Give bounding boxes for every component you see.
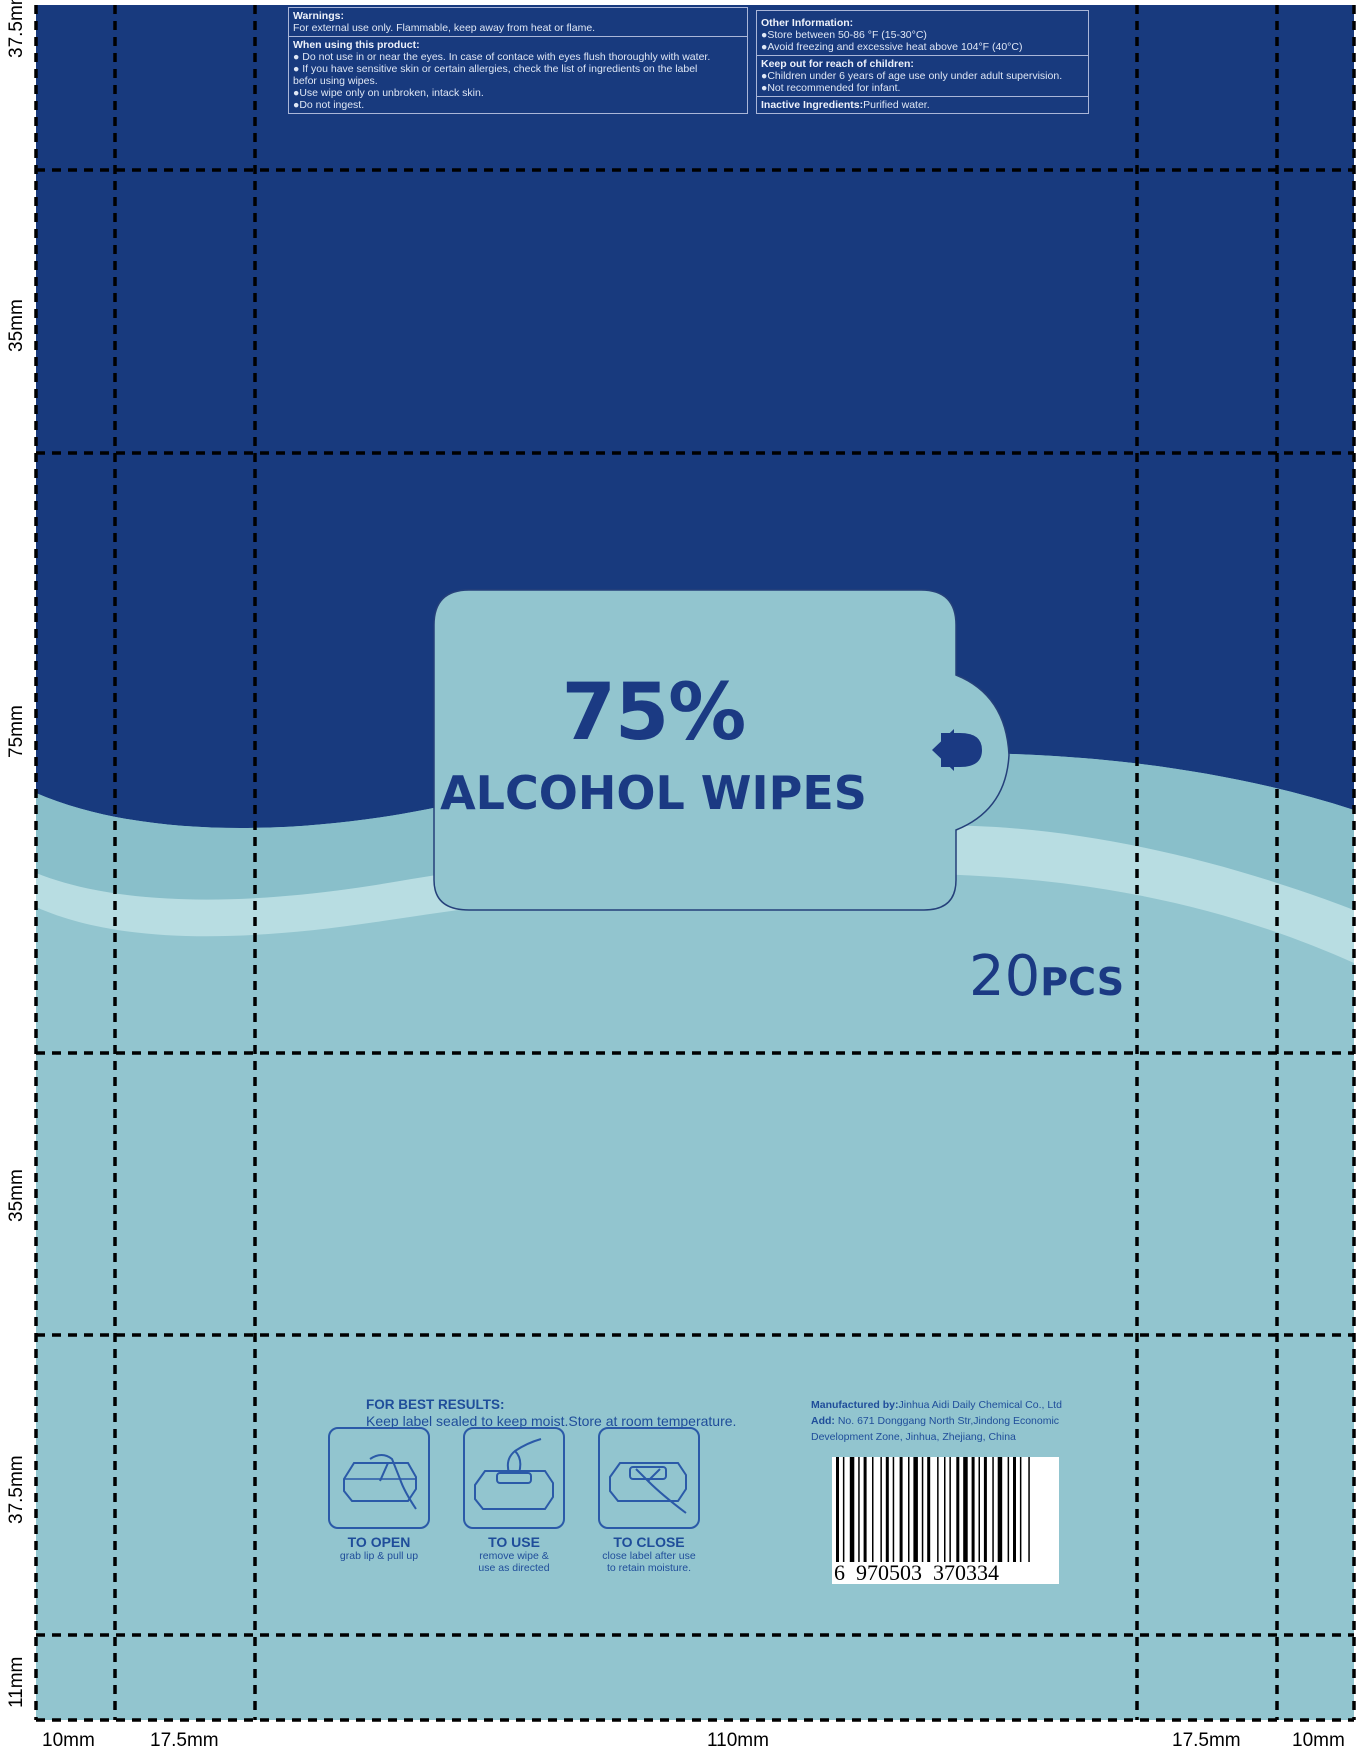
children-line: ●Not recommended for infant. — [761, 82, 901, 94]
barcode-bar — [836, 1457, 839, 1565]
manufacturer-label: Manufactured by: — [811, 1399, 899, 1411]
step-open-title: TO OPEN — [347, 1534, 411, 1550]
other-info-section: Other Information: ●Store between 50-86 … — [757, 11, 1088, 55]
step-use-title: TO USE — [488, 1534, 540, 1550]
usage-section: When using this product: ● Do not use in… — [289, 36, 747, 113]
usage-line: ●Use wipe only on unbroken, intack skin. — [293, 87, 484, 99]
barcode-bar — [921, 1457, 924, 1565]
count-number: 20 — [969, 944, 1041, 1009]
step-use-desc: remove wipe & — [479, 1550, 549, 1562]
barcode: 6 970503 370334 — [832, 1457, 1059, 1584]
warnings-heading: Warnings: — [293, 10, 344, 22]
usage-heading: When using this product: — [293, 39, 420, 51]
barcode-bar — [937, 1457, 939, 1565]
barcode-bar — [963, 1457, 968, 1565]
best-results: FOR BEST RESULTS: Keep label sealed to k… — [366, 1397, 736, 1430]
dimension-label: 10mm — [1292, 1730, 1345, 1751]
inactive-heading: Inactive Ingredients: — [761, 99, 864, 111]
barcode-digits: 6 970503 370334 — [832, 1562, 1059, 1584]
children-heading: Keep out for reach of children: — [761, 58, 914, 70]
dimension-label: 17.5mm — [1172, 1730, 1241, 1751]
barcode-bar — [949, 1457, 951, 1565]
barcode-bar — [842, 1457, 845, 1565]
children-section: Keep out for reach of children: ●Childre… — [757, 55, 1088, 96]
barcode-bar — [858, 1457, 860, 1565]
address-line: No. 671 Donggang North Str,Jindong Econo… — [834, 1415, 1060, 1427]
barcode-bar — [978, 1457, 980, 1565]
dimension-label: 37.5mm — [6, 0, 27, 58]
product-name: ALCOHOL WIPES — [440, 766, 867, 820]
barcode-bars — [836, 1457, 1030, 1565]
barcode-bar — [927, 1457, 931, 1565]
warnings-panel: Warnings: For external use only. Flammab… — [288, 7, 748, 114]
best-results-heading: FOR BEST RESULTS: — [366, 1397, 505, 1412]
dimension-label: 10mm — [42, 1730, 95, 1751]
dimension-label: 35mm — [6, 299, 27, 352]
wipe-count: 20PCS — [969, 947, 1124, 1007]
other-info-heading: Other Information: — [761, 17, 854, 29]
warnings-section: Warnings: For external use only. Flammab… — [289, 8, 747, 36]
tag-label-shape — [433, 589, 1010, 911]
barcode-bar — [1028, 1457, 1030, 1565]
barcode-bar — [997, 1457, 1003, 1565]
barcode-bar — [1013, 1457, 1016, 1565]
use-wipe-icon — [463, 1427, 565, 1529]
barcode-bar — [1019, 1457, 1022, 1565]
address-label: Add: — [811, 1415, 835, 1427]
barcode-bar — [1007, 1457, 1010, 1565]
inactive-text: Purified water. — [863, 99, 930, 111]
usage-line: befor using wipes. — [293, 75, 378, 87]
manufacturer-info: Manufactured by:Jinhua Aidi Daily Chemic… — [811, 1397, 1062, 1445]
dimension-label: 35mm — [6, 1169, 27, 1222]
dimension-label: 17.5mm — [150, 1730, 219, 1751]
dimension-label: 11mm — [6, 1656, 27, 1708]
barcode-bar — [863, 1457, 867, 1565]
usage-line: ● Do not use in or near the eyes. In cas… — [293, 51, 711, 63]
dimension-label: 37.5mm — [6, 1455, 27, 1524]
barcode-bar — [849, 1457, 855, 1565]
step-use: TO USE remove wipe & use as directed — [459, 1427, 569, 1574]
barcode-bar — [880, 1457, 882, 1565]
step-close-desc: to retain moisture. — [606, 1562, 692, 1574]
barcode-bar — [944, 1457, 946, 1565]
barcode-bar — [872, 1457, 874, 1565]
close-label-icon — [598, 1427, 700, 1529]
other-info-line: ●Store between 50-86 °F (15-30°C) — [761, 29, 927, 41]
peel-tab-icon — [932, 729, 982, 771]
barcode-bar — [992, 1457, 994, 1565]
step-open: TO OPEN grab lip & pull up — [324, 1427, 434, 1562]
step-open-desc: grab lip & pull up — [339, 1550, 419, 1562]
step-close: TO CLOSE close label after use to retain… — [594, 1427, 704, 1574]
count-unit: PCS — [1040, 960, 1125, 1004]
usage-line: ●Do not ingest. — [293, 99, 365, 111]
manufacturer-name: Jinhua Aidi Daily Chemical Co., Ltd — [898, 1399, 1062, 1411]
children-line: ●Children under 6 years of age use only … — [761, 70, 1063, 82]
warnings-text: For external use only. Flammable, keep a… — [293, 22, 596, 34]
other-info-line: ●Avoid freezing and excessive heat above… — [761, 41, 1023, 53]
dimension-label: 110mm — [707, 1730, 769, 1751]
usage-line: ● If you have sensitive skin or certain … — [293, 63, 698, 75]
barcode-bar — [892, 1457, 895, 1565]
inactive-section: Inactive Ingredients:Purified water. — [757, 96, 1088, 113]
open-hand-icon — [328, 1427, 430, 1529]
step-close-desc: close label after use — [602, 1550, 696, 1562]
barcode-bar — [983, 1457, 987, 1565]
step-use-desc: use as directed — [478, 1562, 550, 1574]
barcode-bar — [913, 1457, 918, 1565]
dimension-label: 75mm — [6, 705, 27, 758]
step-close-title: TO CLOSE — [613, 1534, 685, 1550]
barcode-bar — [971, 1457, 975, 1565]
barcode-bar — [899, 1457, 903, 1565]
alcohol-percentage: 75% — [561, 668, 747, 758]
other-info-panel: Other Information: ●Store between 50-86 … — [756, 10, 1089, 114]
barcode-bar — [956, 1457, 960, 1565]
barcode-bar — [908, 1457, 910, 1565]
barcode-bar — [885, 1457, 889, 1565]
address-line: Development Zone, Jinhua, Zhejiang, Chin… — [811, 1431, 1016, 1443]
best-results-text: Keep label sealed to keep moist.Store at… — [366, 1413, 737, 1429]
